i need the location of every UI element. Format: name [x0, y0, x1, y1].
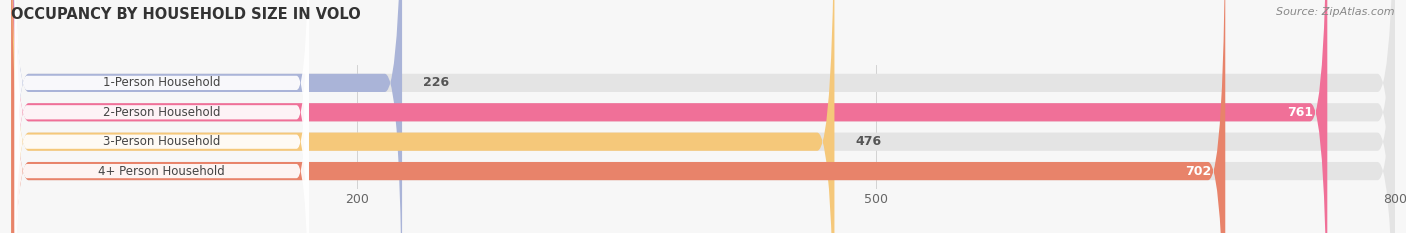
Text: 4+ Person Household: 4+ Person Household [98, 164, 225, 178]
FancyBboxPatch shape [14, 0, 309, 233]
Text: 2-Person Household: 2-Person Household [103, 106, 221, 119]
Text: 702: 702 [1185, 164, 1212, 178]
Text: 476: 476 [855, 135, 882, 148]
FancyBboxPatch shape [11, 0, 1327, 233]
FancyBboxPatch shape [11, 0, 1395, 233]
FancyBboxPatch shape [11, 0, 1395, 233]
Text: Source: ZipAtlas.com: Source: ZipAtlas.com [1277, 7, 1395, 17]
Text: OCCUPANCY BY HOUSEHOLD SIZE IN VOLO: OCCUPANCY BY HOUSEHOLD SIZE IN VOLO [11, 7, 361, 22]
FancyBboxPatch shape [14, 0, 309, 233]
FancyBboxPatch shape [11, 0, 834, 233]
FancyBboxPatch shape [14, 0, 309, 233]
FancyBboxPatch shape [11, 0, 402, 233]
Text: 1-Person Household: 1-Person Household [103, 76, 221, 89]
Text: 761: 761 [1288, 106, 1313, 119]
Text: 226: 226 [423, 76, 449, 89]
FancyBboxPatch shape [11, 0, 1395, 233]
Text: 3-Person Household: 3-Person Household [103, 135, 221, 148]
FancyBboxPatch shape [14, 0, 309, 233]
FancyBboxPatch shape [11, 0, 1395, 233]
FancyBboxPatch shape [11, 0, 1225, 233]
